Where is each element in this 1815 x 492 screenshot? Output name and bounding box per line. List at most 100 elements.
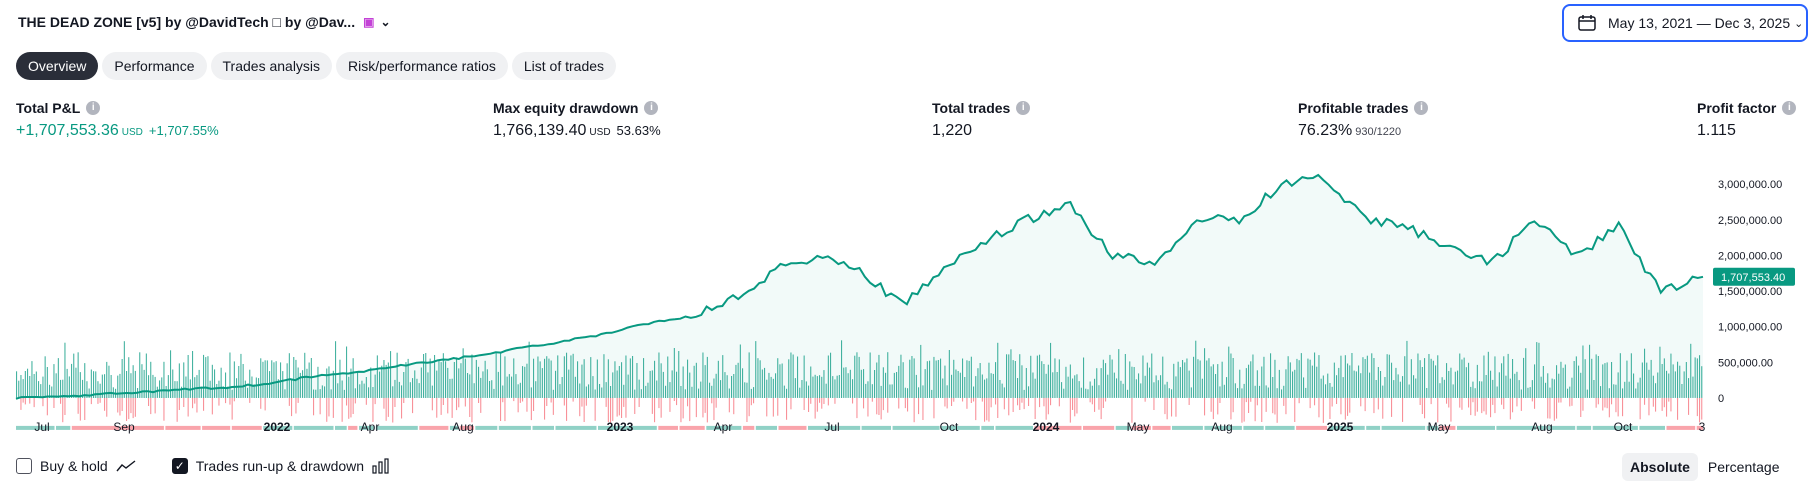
runup-bar [473, 383, 475, 398]
tab-list-of-trades[interactable]: List of trades [511, 52, 617, 80]
drawdown-bar [1549, 397, 1551, 419]
drawdown-bar [1245, 397, 1247, 403]
runup-bar [629, 358, 631, 398]
runup-bar [1133, 367, 1135, 398]
runup-bar [715, 373, 717, 398]
drawdown-bar [326, 397, 328, 422]
runup-bar [541, 368, 543, 398]
runup-bar [128, 357, 130, 398]
chevron-down-icon[interactable]: ⌄ [380, 15, 391, 29]
trade-strip-segment [348, 425, 358, 430]
runup-bar [508, 374, 510, 398]
strategy-title[interactable]: THE DEAD ZONE [v5] by @DavidTech □ by @D… [18, 14, 391, 30]
info-icon[interactable]: i [1414, 101, 1429, 115]
runup-bar [953, 359, 955, 398]
percentage-button[interactable]: Percentage [1707, 459, 1780, 475]
info-icon[interactable]: i [1782, 101, 1797, 115]
tab-risk-ratios[interactable]: Risk/performance ratios [336, 52, 508, 80]
info-icon[interactable]: i [1016, 101, 1031, 115]
info-icon[interactable]: i [644, 101, 659, 115]
info-icon[interactable]: i [86, 101, 101, 115]
drawdown-bar [1459, 397, 1461, 408]
runup-bar [995, 362, 997, 398]
runup-bar [819, 375, 821, 398]
runup-bar [984, 379, 986, 398]
drawdown-bar [1580, 397, 1582, 417]
runup-bar [207, 356, 209, 398]
runup-bar [803, 355, 805, 398]
runup-bar [1613, 384, 1615, 398]
runup-bar [874, 370, 876, 398]
drawdown-bar [1265, 397, 1267, 412]
runup-bar [1157, 380, 1159, 398]
runup-bar [1217, 364, 1219, 398]
runup-bar [469, 374, 471, 398]
trade-strip-segment [658, 425, 678, 430]
drawdown-bar [62, 397, 64, 423]
trade-strip-segment [263, 425, 293, 430]
runup-bar [1190, 387, 1192, 398]
drawdown-bar [616, 397, 618, 417]
runup-bar [1439, 383, 1441, 398]
runup-bar [1248, 364, 1250, 398]
runup-bar [860, 369, 862, 398]
runup-bar [1608, 388, 1610, 398]
drawdown-bar [264, 397, 266, 411]
runup-bar [1006, 354, 1008, 398]
date-range-button[interactable]: May 13, 2021 — Dec 3, 2025 ⌄ [1562, 4, 1808, 42]
metric-total-trades: Total trades i 1,220 [932, 100, 1031, 140]
runup-bar [1226, 377, 1228, 398]
tab-overview[interactable]: Overview [16, 52, 99, 80]
drawdown-bar [1701, 397, 1703, 420]
runup-bar [517, 384, 519, 398]
runup-bar [1542, 366, 1544, 398]
equity-chart[interactable]: 3,000,000.00 2,500,000.00 2,000,000.00 1,50… [0, 160, 1815, 440]
runup-bar [1688, 378, 1690, 398]
runup-bar [948, 350, 950, 398]
runup-bar [667, 356, 669, 398]
runup-drawdown-checkbox[interactable]: ✓ [171, 458, 188, 474]
runup-bar [227, 386, 229, 398]
runup-bar [266, 360, 268, 398]
runup-bar [643, 358, 645, 398]
runup-bar [1083, 357, 1085, 398]
drawdown-bar [1089, 397, 1091, 403]
tab-trades-analysis[interactable]: Trades analysis [210, 52, 333, 80]
runup-bar [486, 369, 488, 398]
runup-bar [1036, 355, 1038, 398]
runup-bar [1149, 367, 1151, 398]
drawdown-bar [1166, 397, 1168, 420]
runup-bar [427, 372, 429, 398]
runup-bar [568, 369, 570, 398]
runup-bar [658, 352, 660, 398]
runup-bar [882, 367, 884, 398]
runup-bar [242, 364, 244, 398]
tab-performance[interactable]: Performance [102, 52, 207, 80]
drawdown-bar [1648, 397, 1650, 416]
runup-bar [233, 361, 235, 398]
runup-bar [1285, 369, 1287, 398]
drawdown-bar [856, 397, 858, 419]
runup-bar [218, 380, 220, 398]
runup-bar [1250, 361, 1252, 398]
runup-bar [1212, 364, 1214, 398]
runup-bar [1127, 389, 1129, 398]
runup-bar [1263, 356, 1265, 398]
drawdown-bar [819, 397, 821, 403]
runup-bar [1237, 388, 1239, 398]
drawdown-bar [372, 397, 374, 422]
buy-hold-checkbox[interactable] [16, 458, 32, 474]
metric-unit: USD [121, 127, 143, 138]
drawdown-bar [810, 397, 812, 404]
runup-bar [497, 371, 499, 398]
absolute-button[interactable]: Absolute [1622, 453, 1698, 481]
drawdown-bar [913, 397, 915, 423]
drawdown-bar [249, 397, 251, 403]
runup-bar [253, 384, 255, 398]
trade-strip-segment [598, 425, 618, 430]
runup-bar [1014, 361, 1016, 398]
drawdown-bar [581, 397, 583, 407]
runup-bar [1558, 373, 1560, 398]
runup-bar [1184, 362, 1186, 398]
drawdown-bar [458, 397, 460, 408]
